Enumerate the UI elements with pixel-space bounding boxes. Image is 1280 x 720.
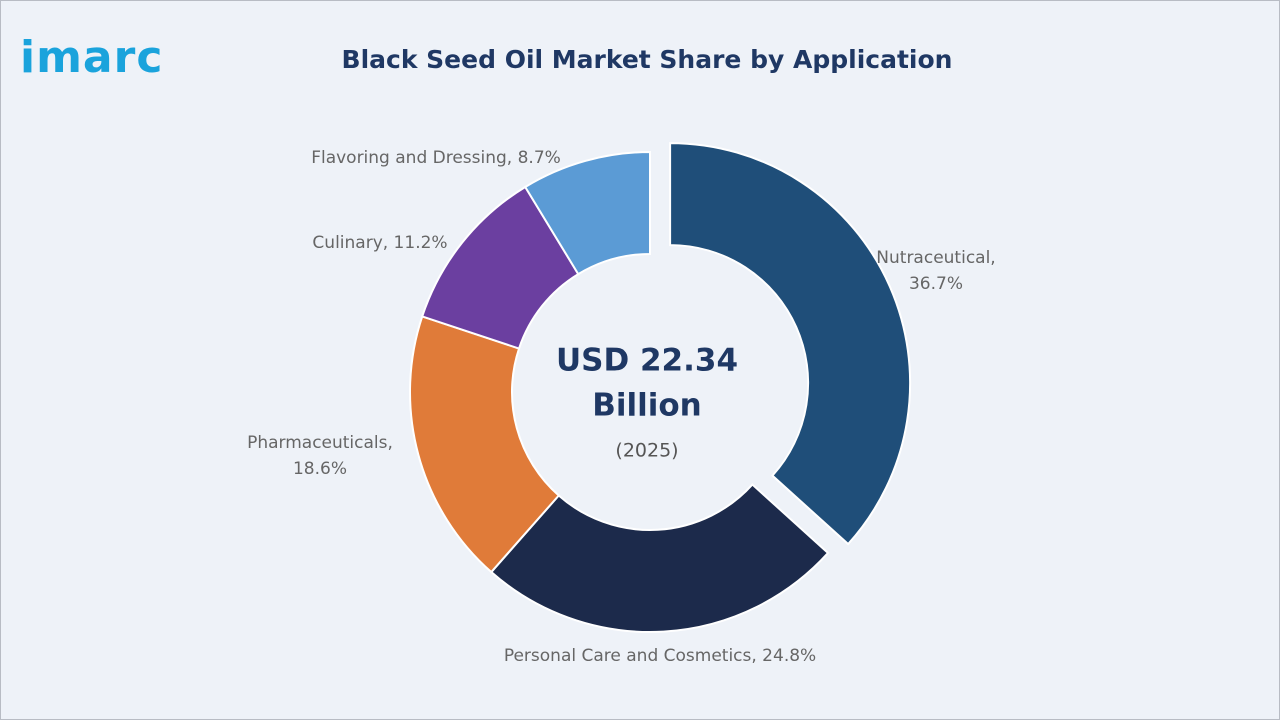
label-line: 18.6% <box>293 459 347 479</box>
center-value: USD 22.34 <box>556 343 738 379</box>
slice-label: Flavoring and Dressing, 8.7% <box>311 148 561 168</box>
center-year: (2025) <box>615 440 678 462</box>
slice <box>489 483 830 633</box>
donut <box>409 142 912 633</box>
label-line: Nutraceutical, <box>876 248 995 268</box>
chart-title: Black Seed Oil Market Share by Applicati… <box>342 45 953 74</box>
logo: imarc <box>20 32 163 83</box>
slice <box>409 315 561 574</box>
slice <box>523 150 651 276</box>
center-unit: Billion <box>592 388 702 424</box>
label-line: Pharmaceuticals, <box>247 433 393 453</box>
slice <box>669 142 912 546</box>
slice-label: Culinary, 11.2% <box>312 233 447 253</box>
slice-label: Personal Care and Cosmetics, 24.8% <box>504 646 816 666</box>
label-line: 36.7% <box>909 274 963 294</box>
slice-label: Nutraceutical, 36.7% <box>876 248 995 294</box>
slice-label: Pharmaceuticals, 18.6% <box>247 433 393 479</box>
